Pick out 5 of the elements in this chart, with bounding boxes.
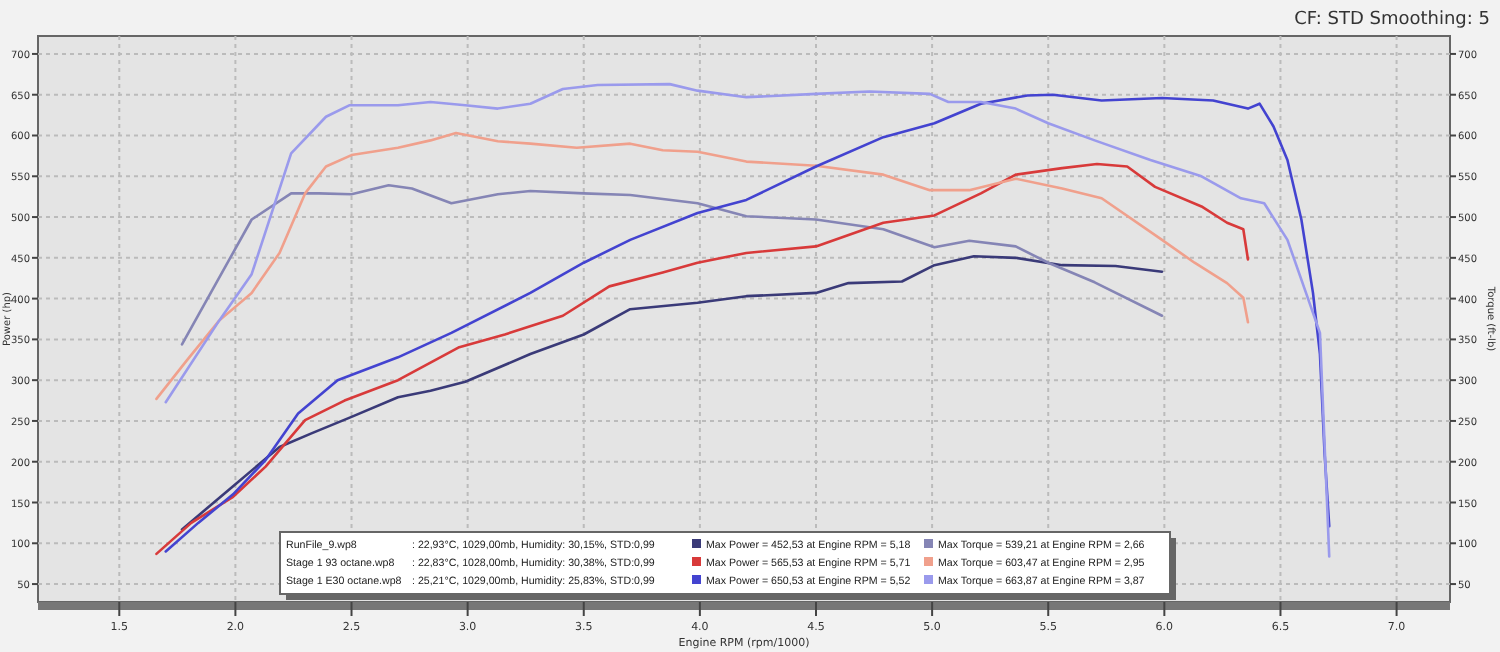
line-series	[180, 183, 1164, 346]
line-series	[180, 254, 1164, 531]
line-series	[155, 162, 1250, 556]
chart-subtitle: CF: STD Smoothing: 5	[1294, 10, 1490, 30]
line-series	[155, 131, 1250, 401]
